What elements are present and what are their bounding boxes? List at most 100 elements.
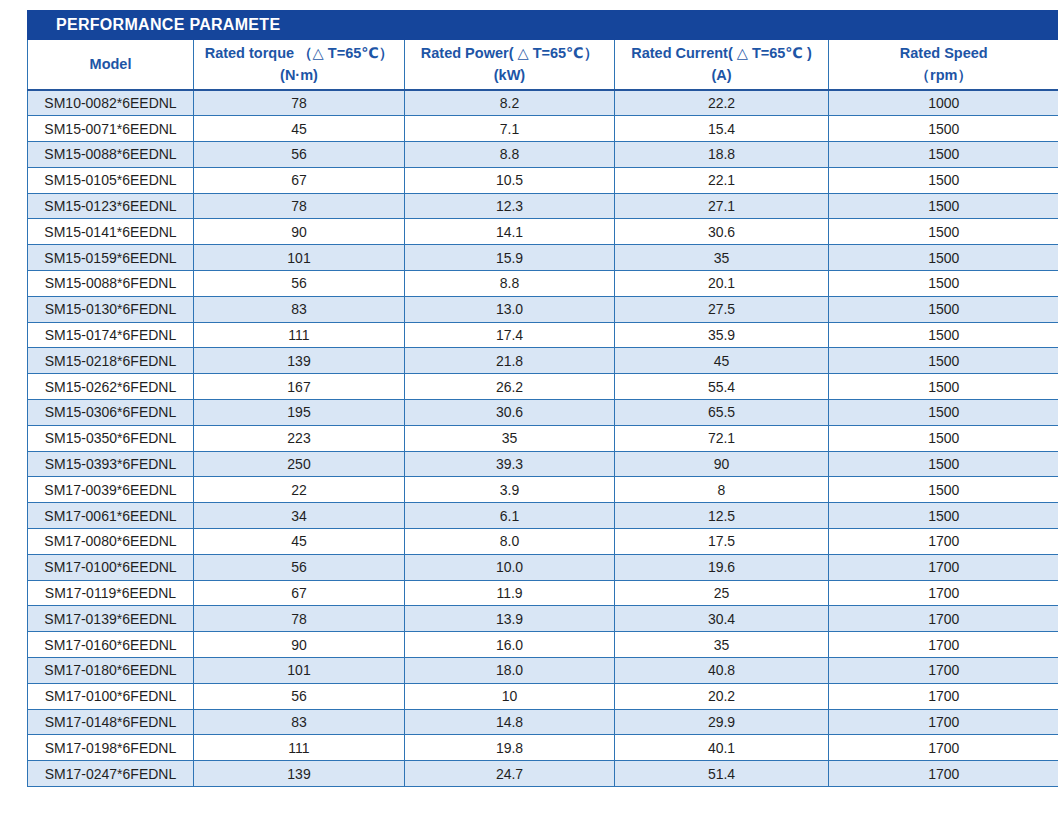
table-row: SM15-0306*6FEDNL19530.665.51500 [28,400,1058,426]
cell-power: 11.9 [405,580,615,606]
cell-model: SM15-0174*6FEDNL [28,322,194,348]
cell-power: 14.8 [405,709,615,735]
cell-model: SM15-0218*6FEDNL [28,348,194,374]
table-row: SM15-0393*6FEDNL25039.3901500 [28,451,1058,477]
cell-model: SM15-0306*6FEDNL [28,400,194,426]
cell-torque: 101 [194,658,405,684]
cell-torque: 45 [194,529,405,555]
cell-power: 19.8 [405,735,615,761]
cell-torque: 111 [194,322,405,348]
cell-power: 8.8 [405,142,615,168]
cell-torque: 111 [194,735,405,761]
cell-power: 21.8 [405,348,615,374]
cell-speed: 1500 [829,219,1058,245]
cell-power: 12.3 [405,193,615,219]
table-row: SM15-0174*6FEDNL11117.435.91500 [28,322,1058,348]
cell-speed: 1700 [829,580,1058,606]
cell-power: 30.6 [405,400,615,426]
column-header-torque-line2: (N·m) [196,65,402,86]
cell-model: SM15-0088*6EEDNL [28,142,194,168]
table-row: SM15-0262*6FEDNL16726.255.41500 [28,374,1058,400]
cell-current: 8 [615,477,829,503]
column-header-torque-line1: Rated torque （△ T=65℃） [205,45,394,61]
cell-torque: 90 [194,632,405,658]
cell-speed: 1500 [829,167,1058,193]
cell-model: SM17-0039*6EEDNL [28,477,194,503]
cell-model: SM15-0262*6FEDNL [28,374,194,400]
cell-speed: 1500 [829,193,1058,219]
cell-torque: 101 [194,245,405,271]
cell-speed: 1500 [829,348,1058,374]
cell-model: SM15-0350*6FEDNL [28,425,194,451]
cell-model: SM15-0130*6FEDNL [28,296,194,322]
column-header-speed-line1: Rated Speed [900,45,988,61]
cell-torque: 56 [194,271,405,297]
cell-power: 18.0 [405,658,615,684]
column-header-model-line1: Model [90,56,132,72]
cell-model: SM15-0159*6EEDNL [28,245,194,271]
column-header-torque: Rated torque （△ T=65℃） (N·m) [194,40,405,90]
table-row: SM15-0088*6FEDNL568.820.11500 [28,271,1058,297]
column-header-current-line1: Rated Current( △ T=65℃ ) [631,45,812,61]
cell-speed: 1500 [829,374,1058,400]
cell-current: 12.5 [615,503,829,529]
table-header-row: Model Rated torque （△ T=65℃） (N·m) Rated Po… [28,40,1058,90]
cell-model: SM17-0061*6EEDNL [28,503,194,529]
table-row: SM15-0218*6FEDNL13921.8451500 [28,348,1058,374]
cell-torque: 139 [194,761,405,787]
cell-torque: 83 [194,296,405,322]
column-header-current: Rated Current( △ T=65℃ ) (A) [615,40,829,90]
cell-torque: 195 [194,400,405,426]
cell-torque: 56 [194,554,405,580]
table-row: SM15-0350*6FEDNL2233572.11500 [28,425,1058,451]
cell-current: 35 [615,245,829,271]
cell-speed: 1700 [829,683,1058,709]
cell-torque: 90 [194,219,405,245]
cell-speed: 1700 [829,529,1058,555]
table-row: SM17-0100*6FEDNL561020.21700 [28,683,1058,709]
cell-speed: 1700 [829,735,1058,761]
cell-model: SM17-0148*6FEDNL [28,709,194,735]
cell-current: 40.1 [615,735,829,761]
cell-torque: 45 [194,116,405,142]
table-row: SM17-0100*6EEDNL5610.019.61700 [28,554,1058,580]
cell-torque: 139 [194,348,405,374]
column-header-current-line2: (A) [617,65,826,86]
table-row: SM17-0119*6EEDNL6711.9251700 [28,580,1058,606]
cell-current: 90 [615,451,829,477]
cell-current: 35 [615,632,829,658]
table-row: SM15-0105*6EEDNL6710.522.11500 [28,167,1058,193]
cell-speed: 1500 [829,400,1058,426]
cell-speed: 1700 [829,658,1058,684]
cell-speed: 1000 [829,90,1058,116]
cell-current: 51.4 [615,761,829,787]
table-row: SM10-0082*6EEDNL788.222.21000 [28,90,1058,116]
cell-current: 30.4 [615,606,829,632]
table-row: SM15-0123*6EEDNL7812.327.11500 [28,193,1058,219]
cell-current: 40.8 [615,658,829,684]
table-row: SM17-0139*6EEDNL7813.930.41700 [28,606,1058,632]
cell-power: 17.4 [405,322,615,348]
performance-parameter-table: PERFORMANCE PARAMETE Model Rated torque （… [27,10,1058,787]
column-header-power-line1: Rated Power( △ T=65℃） [421,45,598,61]
cell-speed: 1700 [829,709,1058,735]
cell-torque: 22 [194,477,405,503]
cell-model: SM15-0105*6EEDNL [28,167,194,193]
cell-power: 10 [405,683,615,709]
cell-speed: 1500 [829,425,1058,451]
table-row: SM17-0080*6EEDNL458.017.51700 [28,529,1058,555]
cell-power: 14.1 [405,219,615,245]
cell-current: 27.5 [615,296,829,322]
cell-current: 18.8 [615,142,829,168]
cell-power: 16.0 [405,632,615,658]
table-row: SM15-0088*6EEDNL568.818.81500 [28,142,1058,168]
cell-power: 8.8 [405,271,615,297]
cell-model: SM17-0100*6FEDNL [28,683,194,709]
cell-current: 30.6 [615,219,829,245]
table-title-bar: PERFORMANCE PARAMETE [27,10,1058,40]
cell-power: 13.0 [405,296,615,322]
cell-power: 8.2 [405,90,615,116]
cell-speed: 1500 [829,142,1058,168]
cell-current: 22.1 [615,167,829,193]
table-row: SM17-0160*6EEDNL9016.0351700 [28,632,1058,658]
